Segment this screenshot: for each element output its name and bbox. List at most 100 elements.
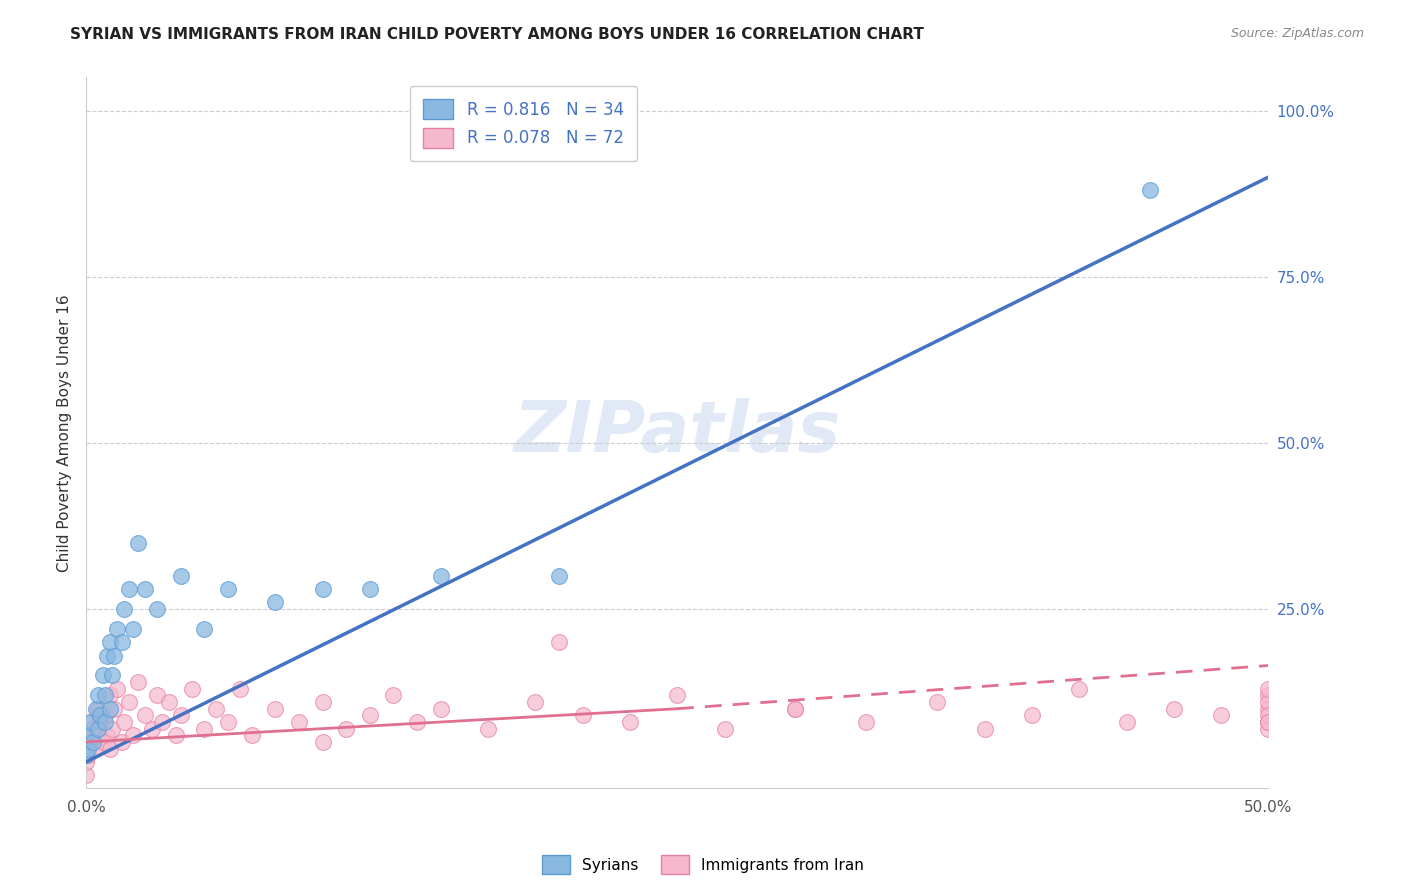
Point bbox=[429, 569, 451, 583]
Point bbox=[157, 695, 180, 709]
Point bbox=[548, 635, 571, 649]
Point bbox=[1021, 708, 1043, 723]
Point bbox=[117, 582, 139, 596]
Point bbox=[927, 695, 949, 709]
Point bbox=[311, 582, 333, 596]
Text: ZIPatlas: ZIPatlas bbox=[513, 399, 841, 467]
Point bbox=[75, 768, 97, 782]
Point bbox=[1257, 689, 1279, 703]
Point bbox=[548, 569, 571, 583]
Point bbox=[127, 535, 149, 549]
Text: SYRIAN VS IMMIGRANTS FROM IRAN CHILD POVERTY AMONG BOYS UNDER 16 CORRELATION CHA: SYRIAN VS IMMIGRANTS FROM IRAN CHILD POV… bbox=[70, 27, 924, 42]
Point bbox=[77, 748, 100, 763]
Point bbox=[1211, 708, 1233, 723]
Point bbox=[75, 755, 97, 769]
Point bbox=[1257, 702, 1279, 716]
Point bbox=[103, 648, 125, 663]
Point bbox=[98, 702, 121, 716]
Point bbox=[87, 689, 110, 703]
Point bbox=[217, 714, 239, 729]
Point bbox=[1257, 714, 1279, 729]
Point bbox=[96, 728, 118, 742]
Point bbox=[82, 735, 104, 749]
Point bbox=[87, 728, 110, 742]
Point bbox=[77, 741, 100, 756]
Point bbox=[80, 735, 103, 749]
Point bbox=[619, 714, 641, 729]
Point bbox=[477, 722, 499, 736]
Point bbox=[973, 722, 995, 736]
Point bbox=[855, 714, 877, 729]
Point bbox=[217, 582, 239, 596]
Point bbox=[75, 728, 97, 742]
Point bbox=[181, 681, 204, 696]
Point bbox=[311, 735, 333, 749]
Point bbox=[1163, 702, 1185, 716]
Point bbox=[94, 714, 117, 729]
Point bbox=[110, 735, 132, 749]
Point bbox=[359, 582, 381, 596]
Point bbox=[335, 722, 357, 736]
Point bbox=[785, 702, 807, 716]
Point bbox=[89, 714, 111, 729]
Point bbox=[110, 635, 132, 649]
Point bbox=[785, 702, 807, 716]
Point bbox=[84, 702, 107, 716]
Point bbox=[1115, 714, 1137, 729]
Point bbox=[169, 569, 191, 583]
Y-axis label: Child Poverty Among Boys Under 16: Child Poverty Among Boys Under 16 bbox=[58, 294, 72, 572]
Point bbox=[406, 714, 429, 729]
Point bbox=[1257, 708, 1279, 723]
Point bbox=[98, 689, 121, 703]
Point bbox=[94, 708, 117, 723]
Point bbox=[264, 595, 287, 609]
Point bbox=[240, 728, 263, 742]
Point bbox=[359, 708, 381, 723]
Point bbox=[666, 689, 689, 703]
Legend: R = 0.816   N = 34, R = 0.078   N = 72: R = 0.816 N = 34, R = 0.078 N = 72 bbox=[411, 86, 637, 161]
Point bbox=[1069, 681, 1091, 696]
Point bbox=[94, 689, 117, 703]
Point bbox=[122, 728, 145, 742]
Point bbox=[146, 689, 169, 703]
Point bbox=[91, 735, 114, 749]
Point bbox=[1257, 722, 1279, 736]
Point bbox=[193, 722, 215, 736]
Point bbox=[75, 748, 97, 763]
Point bbox=[713, 722, 735, 736]
Point bbox=[75, 728, 97, 742]
Point bbox=[150, 714, 173, 729]
Point bbox=[87, 702, 110, 716]
Point bbox=[169, 708, 191, 723]
Point bbox=[87, 722, 110, 736]
Point bbox=[1257, 695, 1279, 709]
Point bbox=[75, 741, 97, 756]
Point bbox=[89, 708, 111, 723]
Point bbox=[311, 695, 333, 709]
Point bbox=[80, 714, 103, 729]
Point bbox=[571, 708, 593, 723]
Point bbox=[193, 622, 215, 636]
Point bbox=[117, 695, 139, 709]
Point bbox=[105, 622, 128, 636]
Point bbox=[524, 695, 547, 709]
Point bbox=[84, 741, 107, 756]
Point bbox=[122, 622, 145, 636]
Point bbox=[96, 648, 118, 663]
Point bbox=[101, 722, 124, 736]
Point bbox=[205, 702, 228, 716]
Point bbox=[127, 675, 149, 690]
Point bbox=[288, 714, 311, 729]
Point bbox=[429, 702, 451, 716]
Point bbox=[91, 668, 114, 682]
Point bbox=[146, 602, 169, 616]
Point bbox=[229, 681, 252, 696]
Point bbox=[112, 602, 135, 616]
Point bbox=[1139, 183, 1161, 197]
Point bbox=[264, 702, 287, 716]
Point bbox=[1257, 714, 1279, 729]
Text: Source: ZipAtlas.com: Source: ZipAtlas.com bbox=[1230, 27, 1364, 40]
Point bbox=[98, 635, 121, 649]
Point bbox=[382, 689, 405, 703]
Point bbox=[75, 714, 97, 729]
